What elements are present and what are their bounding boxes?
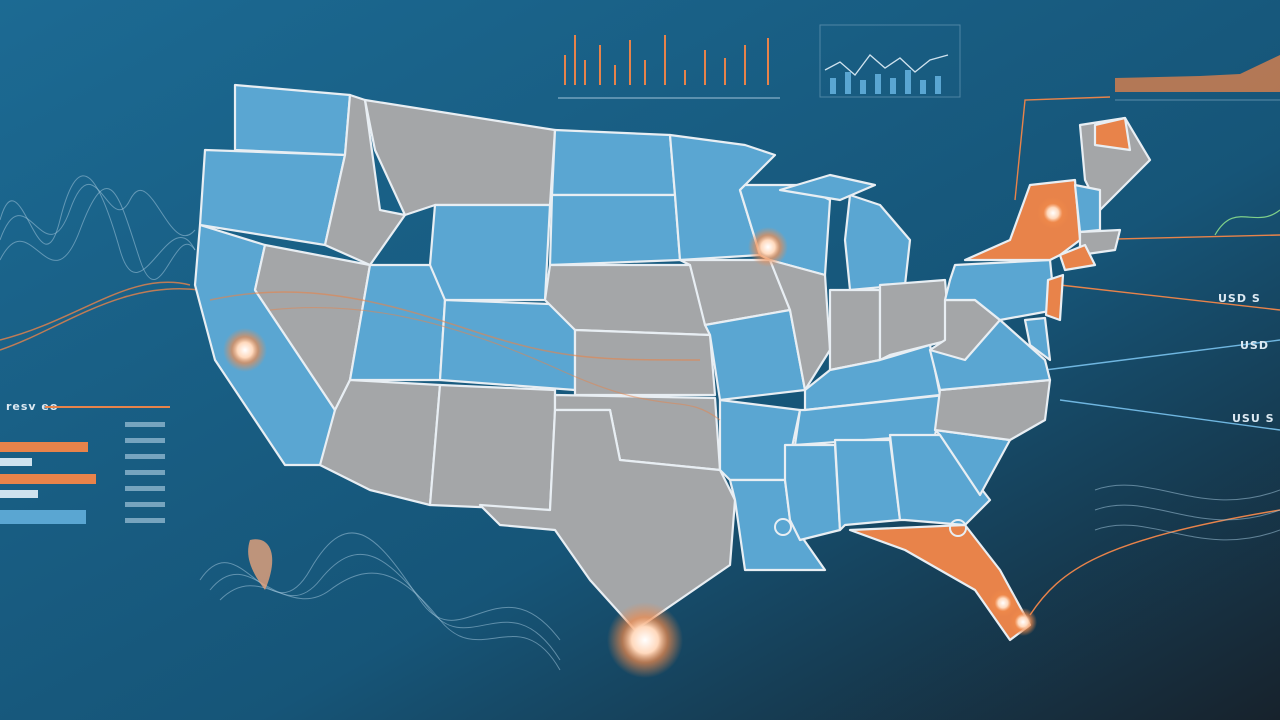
right-label: USD S <box>1218 292 1261 305</box>
right-label: USU S <box>1232 412 1275 425</box>
top-line-chart <box>819 24 961 98</box>
left-bar-panel: resv eo <box>0 400 170 524</box>
panel-label: resv eo <box>6 400 58 413</box>
map-markers <box>223 197 1069 678</box>
top-bar-chart <box>558 35 780 99</box>
bottom-waves <box>199 532 561 671</box>
right-label: USD <box>1240 339 1269 352</box>
top-right-chart <box>1115 55 1280 101</box>
left-waves <box>0 175 201 351</box>
right-panel: USD S USD USU S <box>1014 96 1280 616</box>
us-map <box>193 83 1152 642</box>
